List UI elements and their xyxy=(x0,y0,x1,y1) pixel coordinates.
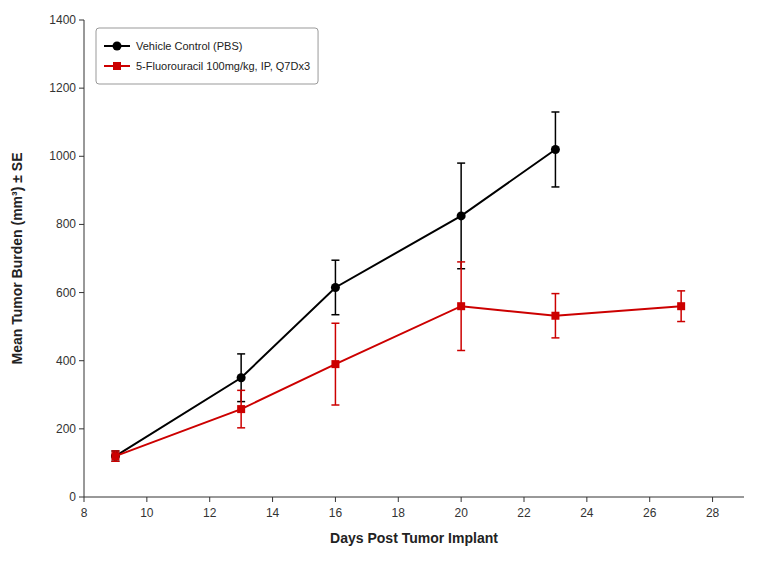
point xyxy=(237,405,245,413)
y-tick xyxy=(79,360,84,361)
x-tick xyxy=(84,497,85,502)
error-bar xyxy=(677,291,685,322)
x-tick-label: 8 xyxy=(81,506,88,520)
y-tick xyxy=(79,428,84,429)
y-tick xyxy=(79,88,84,89)
x-tick-label: 14 xyxy=(266,506,280,520)
y-tick xyxy=(79,224,84,225)
legend-label: 5-Fluorouracil 100mg/kg, IP, Q7Dx3 xyxy=(136,60,310,72)
error-cap xyxy=(331,322,339,324)
x-tick xyxy=(272,497,273,502)
y-tick xyxy=(79,20,84,21)
error-cap xyxy=(457,162,465,164)
legend-marker xyxy=(113,62,121,70)
error-cap xyxy=(551,293,559,295)
x-tick xyxy=(461,497,462,502)
x-tick-label: 18 xyxy=(392,506,406,520)
x-tick-label: 12 xyxy=(203,506,217,520)
error-cap xyxy=(111,460,119,462)
point xyxy=(677,302,685,310)
error-cap xyxy=(551,111,559,113)
x-tick xyxy=(335,497,336,502)
error-cap xyxy=(331,314,339,316)
y-tick xyxy=(79,156,84,157)
error-cap xyxy=(237,390,245,392)
y-tick-label: 600 xyxy=(56,286,76,300)
y-tick xyxy=(79,497,84,498)
x-tick xyxy=(398,497,399,502)
error-bar xyxy=(111,451,119,461)
x-tick xyxy=(586,497,587,502)
legend: Vehicle Control (PBS) 5-Fluorouracil 100m… xyxy=(96,28,318,84)
x-tick-label: 16 xyxy=(329,506,343,520)
y-tick-label: 0 xyxy=(69,490,76,504)
point xyxy=(111,452,120,461)
error-bar xyxy=(331,260,339,315)
legend-item: Vehicle Control (PBS) xyxy=(104,40,242,52)
x-axis-line xyxy=(84,497,744,498)
error-cap xyxy=(551,337,559,339)
point xyxy=(457,211,466,220)
error-cap xyxy=(331,404,339,406)
x-tick xyxy=(146,497,147,502)
legend-marker xyxy=(113,42,122,51)
y-tick-label: 400 xyxy=(56,354,76,368)
y-axis-line xyxy=(84,20,85,497)
error-bar xyxy=(457,262,465,351)
error-bar xyxy=(551,294,559,338)
x-tick xyxy=(649,497,650,502)
error-bar xyxy=(237,390,245,427)
error-cap xyxy=(111,460,119,462)
x-tick-label: 20 xyxy=(454,506,468,520)
error-cap xyxy=(551,186,559,188)
point xyxy=(331,283,340,292)
x-tick-label: 26 xyxy=(643,506,657,520)
y-tick-label: 800 xyxy=(56,217,76,231)
error-cap xyxy=(331,259,339,261)
error-cap xyxy=(677,321,685,323)
point xyxy=(331,360,339,368)
error-cap xyxy=(111,450,119,452)
x-tick-label: 22 xyxy=(517,506,531,520)
error-bar xyxy=(457,163,465,269)
x-axis-label: Days Post Tumor Implant xyxy=(330,530,498,546)
x-tick-label: 28 xyxy=(706,506,720,520)
error-cap xyxy=(677,290,685,292)
legend-box xyxy=(96,28,318,84)
error-cap xyxy=(111,450,119,452)
y-tick-label: 1400 xyxy=(49,13,76,27)
series xyxy=(111,112,560,461)
y-tick-label: 1200 xyxy=(49,81,76,95)
x-tick xyxy=(712,497,713,502)
point xyxy=(551,312,559,320)
point xyxy=(457,302,465,310)
legend-item: 5-Fluorouracil 100mg/kg, IP, Q7Dx3 xyxy=(104,60,310,72)
series xyxy=(111,262,685,461)
y-tick-label: 200 xyxy=(56,422,76,436)
point xyxy=(111,452,119,460)
y-axis-label: Mean Tumor Burden (mm³) ± SE xyxy=(9,153,25,365)
error-bar xyxy=(111,451,119,461)
error-cap xyxy=(237,427,245,429)
y-tick xyxy=(79,292,84,293)
chart-container: 8 10 12 14 16 18 20 22 24 26 28 0 200 400 600 800 1000 12… xyxy=(0,0,768,561)
y-tick-label: 1000 xyxy=(49,149,76,163)
series-line xyxy=(115,149,555,456)
x-tick xyxy=(209,497,210,502)
error-cap xyxy=(237,353,245,355)
point xyxy=(237,373,246,382)
x-tick-label: 10 xyxy=(140,506,154,520)
chart: 8 10 12 14 16 18 20 22 24 26 28 0 200 400 600 800 1000 12… xyxy=(0,0,768,561)
x-tick-label: 24 xyxy=(580,506,594,520)
point xyxy=(551,145,560,154)
error-cap xyxy=(457,350,465,352)
series-line xyxy=(115,306,681,456)
error-bar xyxy=(331,323,339,405)
x-tick xyxy=(524,497,525,502)
error-cap xyxy=(457,261,465,263)
legend-label: Vehicle Control (PBS) xyxy=(136,40,242,52)
error-bar xyxy=(551,112,559,187)
plot-area xyxy=(111,112,685,461)
